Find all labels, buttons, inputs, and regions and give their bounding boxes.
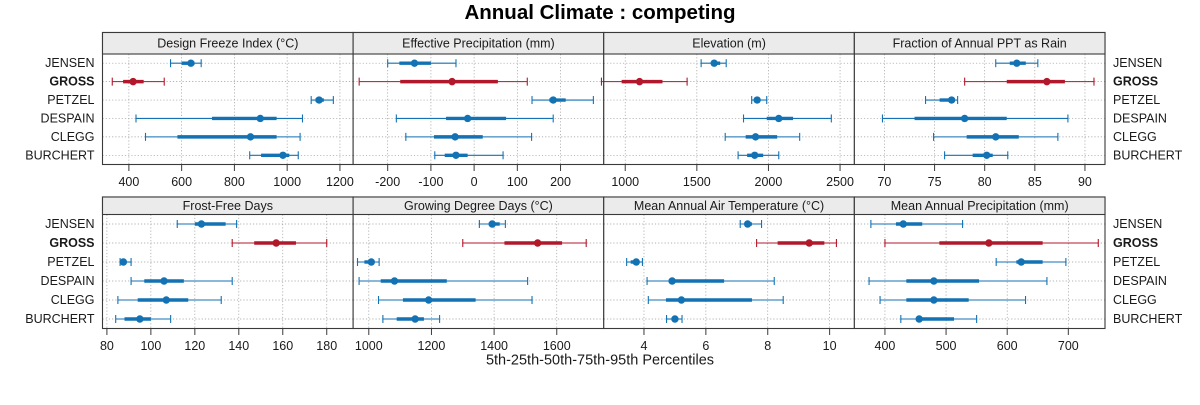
svg-text:Frost-Free Days: Frost-Free Days <box>183 199 273 213</box>
svg-text:CLEGG: CLEGG <box>1113 130 1157 144</box>
svg-text:600: 600 <box>171 175 192 189</box>
svg-text:180: 180 <box>316 339 337 353</box>
svg-text:6: 6 <box>702 339 709 353</box>
svg-text:GROSS: GROSS <box>1113 75 1158 89</box>
svg-text:2500: 2500 <box>826 175 854 189</box>
svg-text:120: 120 <box>184 339 205 353</box>
svg-text:PETZEL: PETZEL <box>47 93 94 107</box>
svg-text:BURCHERT: BURCHERT <box>25 148 95 162</box>
svg-text:1200: 1200 <box>326 175 354 189</box>
svg-text:10: 10 <box>823 339 837 353</box>
svg-text:1500: 1500 <box>683 175 711 189</box>
svg-text:8: 8 <box>764 339 771 353</box>
svg-text:600: 600 <box>997 339 1018 353</box>
svg-text:700: 700 <box>1058 339 1079 353</box>
svg-text:DESPAIN: DESPAIN <box>41 274 95 288</box>
svg-text:PETZEL: PETZEL <box>1113 255 1160 269</box>
svg-text:5th-25th-50th-75th-95th Percen: 5th-25th-50th-75th-95th Percentiles <box>486 353 714 369</box>
svg-text:140: 140 <box>228 339 249 353</box>
svg-text:PETZEL: PETZEL <box>47 255 94 269</box>
svg-text:100: 100 <box>140 339 161 353</box>
svg-text:GROSS: GROSS <box>1113 236 1158 250</box>
svg-text:DESPAIN: DESPAIN <box>1113 111 1167 125</box>
svg-text:Mean Annual Air Temperature (°: Mean Annual Air Temperature (°C) <box>634 199 824 213</box>
svg-text:-200: -200 <box>375 175 400 189</box>
svg-text:PETZEL: PETZEL <box>1113 93 1160 107</box>
svg-text:90: 90 <box>1078 175 1092 189</box>
svg-text:1200: 1200 <box>418 339 446 353</box>
svg-text:80: 80 <box>978 175 992 189</box>
svg-text:Fraction of Annual PPT as Rain: Fraction of Annual PPT as Rain <box>893 36 1067 50</box>
svg-text:1400: 1400 <box>480 339 508 353</box>
svg-text:800: 800 <box>224 175 245 189</box>
svg-text:Effective Precipitation (mm): Effective Precipitation (mm) <box>402 36 555 50</box>
svg-text:DESPAIN: DESPAIN <box>41 111 95 125</box>
svg-text:Design Freeze Index (°C): Design Freeze Index (°C) <box>157 36 298 50</box>
svg-text:160: 160 <box>272 339 293 353</box>
svg-text:75: 75 <box>928 175 942 189</box>
svg-text:Annual Climate : competing: Annual Climate : competing <box>464 1 735 24</box>
svg-text:JENSEN: JENSEN <box>1113 217 1162 231</box>
svg-text:BURCHERT: BURCHERT <box>1113 148 1183 162</box>
svg-text:1000: 1000 <box>611 175 639 189</box>
svg-text:GROSS: GROSS <box>49 75 94 89</box>
svg-text:Elevation (m): Elevation (m) <box>692 36 766 50</box>
svg-text:70: 70 <box>877 175 891 189</box>
svg-text:-100: -100 <box>418 175 443 189</box>
svg-text:1000: 1000 <box>355 339 383 353</box>
svg-text:CLEGG: CLEGG <box>51 130 95 144</box>
svg-text:1000: 1000 <box>273 175 301 189</box>
svg-text:JENSEN: JENSEN <box>45 56 94 70</box>
svg-text:Mean Annual Precipitation (mm): Mean Annual Precipitation (mm) <box>891 199 1069 213</box>
svg-text:JENSEN: JENSEN <box>1113 56 1162 70</box>
svg-text:0: 0 <box>471 175 478 189</box>
svg-text:500: 500 <box>936 339 957 353</box>
svg-text:BURCHERT: BURCHERT <box>25 312 95 326</box>
svg-text:4: 4 <box>640 339 647 353</box>
svg-text:1600: 1600 <box>543 339 571 353</box>
svg-text:85: 85 <box>1028 175 1042 189</box>
svg-text:DESPAIN: DESPAIN <box>1113 274 1167 288</box>
svg-text:100: 100 <box>507 175 528 189</box>
svg-text:CLEGG: CLEGG <box>51 293 95 307</box>
svg-text:2000: 2000 <box>755 175 783 189</box>
svg-text:JENSEN: JENSEN <box>45 217 94 231</box>
svg-text:BURCHERT: BURCHERT <box>1113 312 1183 326</box>
svg-text:400: 400 <box>118 175 139 189</box>
svg-text:CLEGG: CLEGG <box>1113 293 1157 307</box>
svg-text:80: 80 <box>100 339 114 353</box>
svg-text:400: 400 <box>875 339 896 353</box>
svg-text:GROSS: GROSS <box>49 236 94 250</box>
svg-text:200: 200 <box>550 175 571 189</box>
svg-text:Growing Degree Days (°C): Growing Degree Days (°C) <box>404 199 553 213</box>
